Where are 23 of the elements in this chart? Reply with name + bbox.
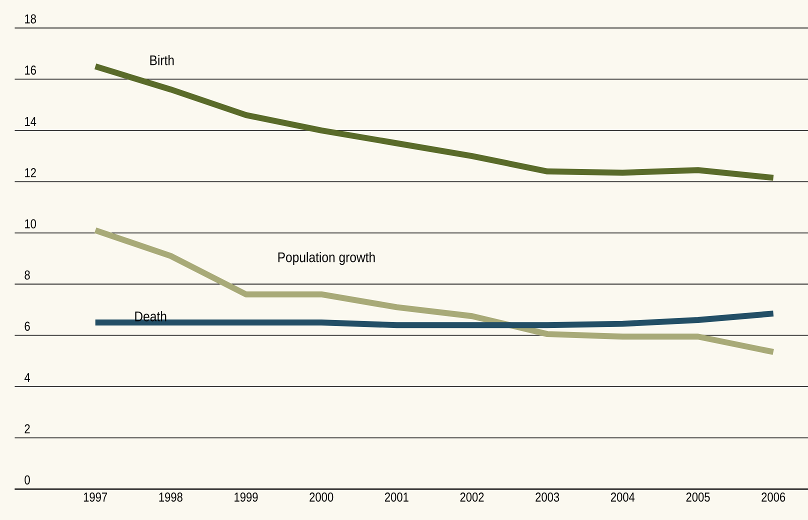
y-tick-label: 18: [25, 14, 36, 24]
x-tick-label: 2001: [384, 492, 408, 502]
x-tick-label: 2002: [460, 492, 484, 502]
x-tick-label: 2006: [762, 492, 786, 502]
x-tick-label: 2003: [536, 492, 560, 502]
y-tick-label: 0: [24, 475, 30, 484]
y-tick-label: 12: [25, 168, 36, 178]
x-tick-label: 2000: [310, 492, 334, 502]
x-tick-label: 2005: [686, 492, 710, 502]
y-tick-label: 4: [24, 373, 30, 382]
x-tick-label: 2004: [610, 492, 635, 502]
series-label: Birth: [150, 54, 174, 66]
series-label: Death: [135, 311, 166, 322]
text: Population growth: [278, 252, 375, 265]
y-tick-label: 14: [25, 116, 36, 126]
y-tick-label: 6: [24, 322, 30, 331]
x-tick-label: 1997: [84, 492, 108, 502]
y-tick-label: 16: [25, 65, 36, 75]
y-tick-label: 8: [24, 270, 30, 280]
x-tick-label: 1999: [234, 492, 258, 502]
y-tick-label: 2: [24, 424, 30, 434]
y-tick-label: 10: [25, 219, 36, 228]
x-tick-label: 1998: [159, 492, 182, 502]
